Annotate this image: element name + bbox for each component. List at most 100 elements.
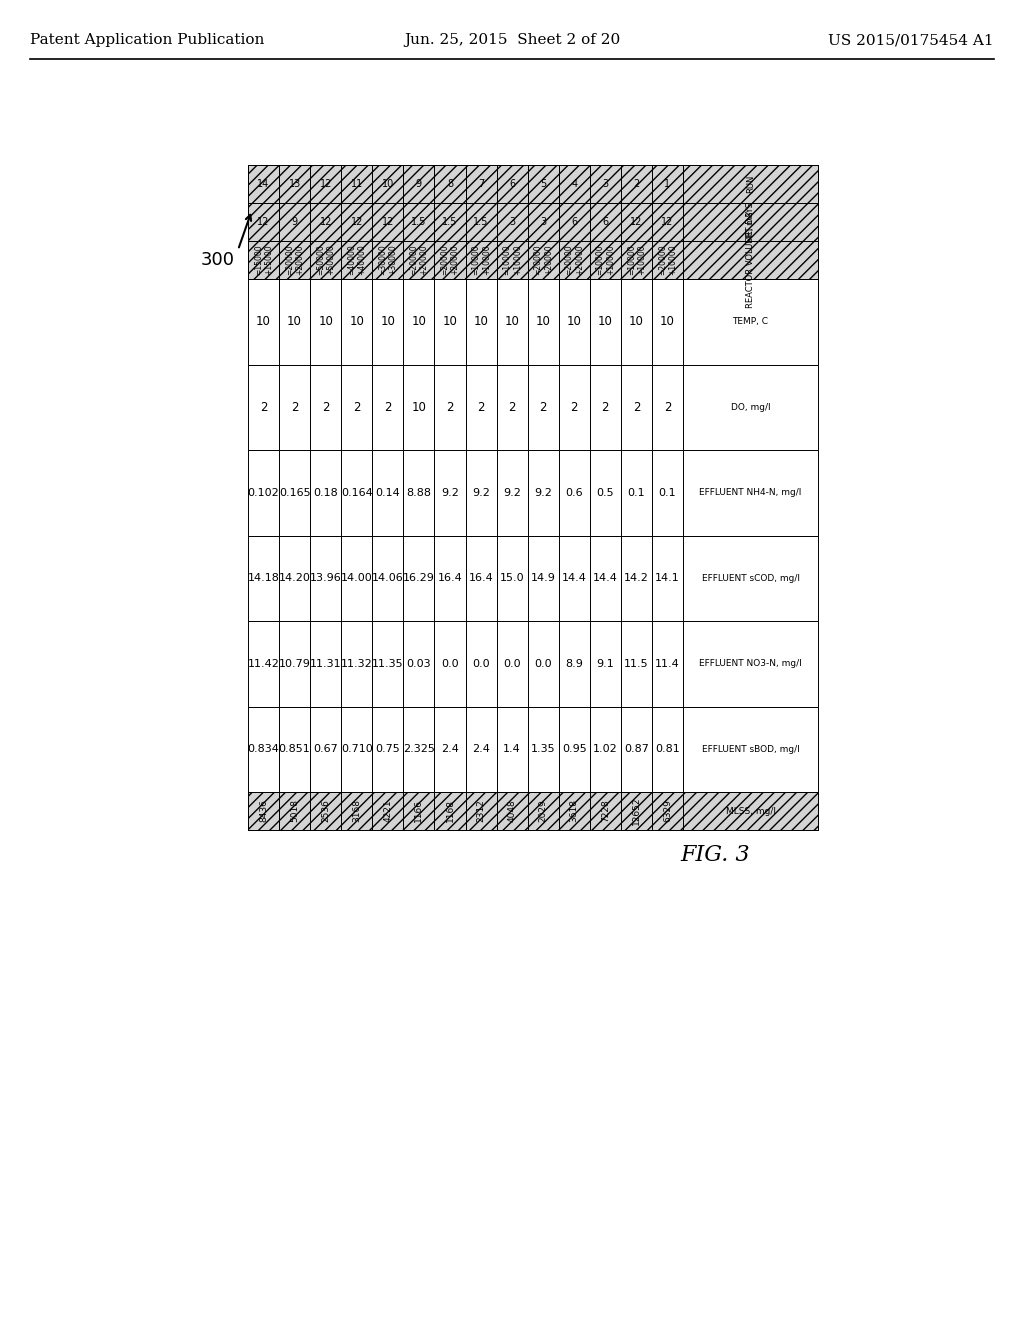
- Text: 4221: 4221: [383, 800, 392, 822]
- Text: 14.4: 14.4: [593, 573, 617, 583]
- Text: 2.325: 2.325: [403, 744, 435, 754]
- Bar: [590, 165, 621, 203]
- Text: =50000
+50000: =50000 +50000: [316, 244, 336, 276]
- Text: 9.1: 9.1: [596, 659, 614, 669]
- Bar: [559, 242, 590, 279]
- Text: 0.165: 0.165: [279, 488, 310, 498]
- Text: 3168: 3168: [352, 800, 361, 822]
- Text: 1.5: 1.5: [412, 216, 427, 227]
- Text: EFFLUENT sCOD, mg/l: EFFLUENT sCOD, mg/l: [701, 574, 800, 582]
- Bar: [466, 364, 497, 450]
- Bar: [280, 242, 310, 279]
- Bar: [590, 792, 621, 830]
- Bar: [559, 364, 590, 450]
- Text: 3: 3: [540, 216, 546, 227]
- Bar: [590, 536, 621, 620]
- Bar: [683, 792, 818, 830]
- Text: 0.102: 0.102: [248, 488, 280, 498]
- Bar: [497, 165, 527, 203]
- Text: 16.29: 16.29: [403, 573, 435, 583]
- Bar: [466, 279, 497, 364]
- Text: 10.79: 10.79: [279, 659, 310, 669]
- Bar: [341, 364, 373, 450]
- Text: 0.6: 0.6: [565, 488, 583, 498]
- Text: 14.18: 14.18: [248, 573, 280, 583]
- Text: =20000
+20000: =20000 +20000: [564, 244, 584, 276]
- Text: 10: 10: [287, 315, 302, 329]
- Bar: [373, 203, 403, 242]
- Text: 2: 2: [633, 180, 640, 189]
- Text: 10: 10: [412, 401, 426, 413]
- Text: 12: 12: [630, 216, 643, 227]
- Bar: [590, 364, 621, 450]
- Text: 10: 10: [629, 315, 644, 329]
- Text: 10: 10: [598, 315, 612, 329]
- Text: 3618: 3618: [569, 800, 579, 822]
- Bar: [310, 242, 341, 279]
- Text: =20000
+20000: =20000 +20000: [534, 244, 553, 276]
- Text: 2: 2: [601, 401, 609, 413]
- Bar: [559, 536, 590, 620]
- Bar: [621, 792, 652, 830]
- Bar: [497, 792, 527, 830]
- Bar: [466, 165, 497, 203]
- Text: 8.9: 8.9: [565, 659, 584, 669]
- Bar: [403, 279, 434, 364]
- Text: 1166: 1166: [415, 800, 423, 822]
- Text: 12: 12: [319, 180, 332, 189]
- Bar: [341, 792, 373, 830]
- Text: 6: 6: [571, 216, 578, 227]
- Text: 16.4: 16.4: [437, 573, 463, 583]
- Bar: [403, 242, 434, 279]
- Bar: [652, 165, 683, 203]
- Bar: [559, 792, 590, 830]
- Text: 12: 12: [350, 216, 362, 227]
- Bar: [683, 450, 818, 536]
- Bar: [434, 242, 466, 279]
- Text: =10000
+10000: =10000 +10000: [503, 244, 522, 276]
- Bar: [280, 536, 310, 620]
- Text: 14.2: 14.2: [624, 573, 649, 583]
- Text: TEMP, C: TEMP, C: [732, 317, 768, 326]
- Bar: [466, 706, 497, 792]
- Bar: [559, 279, 590, 364]
- Bar: [590, 279, 621, 364]
- Bar: [497, 620, 527, 706]
- Bar: [248, 165, 280, 203]
- Bar: [341, 279, 373, 364]
- Text: 5018: 5018: [290, 800, 299, 822]
- Text: =15000
+15000: =15000 +15000: [254, 244, 273, 276]
- Bar: [466, 203, 497, 242]
- Bar: [373, 242, 403, 279]
- Bar: [434, 620, 466, 706]
- Text: =10000
+10000: =10000 +10000: [627, 244, 646, 276]
- Bar: [280, 706, 310, 792]
- Bar: [621, 450, 652, 536]
- Text: =20000
+20000: =20000 +20000: [410, 244, 429, 276]
- Bar: [280, 242, 310, 279]
- Text: 8436: 8436: [259, 800, 268, 822]
- Bar: [621, 364, 652, 450]
- Bar: [621, 242, 652, 279]
- Bar: [497, 165, 527, 203]
- Text: 5: 5: [540, 180, 546, 189]
- Bar: [621, 203, 652, 242]
- Bar: [341, 242, 373, 279]
- Text: 3: 3: [602, 180, 608, 189]
- Text: 2: 2: [633, 401, 640, 413]
- Text: 9.2: 9.2: [535, 488, 552, 498]
- Text: 11.42: 11.42: [248, 659, 280, 669]
- Text: 14.4: 14.4: [562, 573, 587, 583]
- Bar: [621, 165, 652, 203]
- Bar: [248, 203, 280, 242]
- Bar: [590, 620, 621, 706]
- Bar: [248, 242, 280, 279]
- Bar: [527, 792, 559, 830]
- Text: 2: 2: [508, 401, 516, 413]
- Text: 14.00: 14.00: [341, 573, 373, 583]
- Text: =10000
+10000: =10000 +10000: [596, 244, 615, 276]
- Bar: [403, 203, 434, 242]
- Bar: [341, 165, 373, 203]
- Text: 0.67: 0.67: [313, 744, 338, 754]
- Bar: [497, 364, 527, 450]
